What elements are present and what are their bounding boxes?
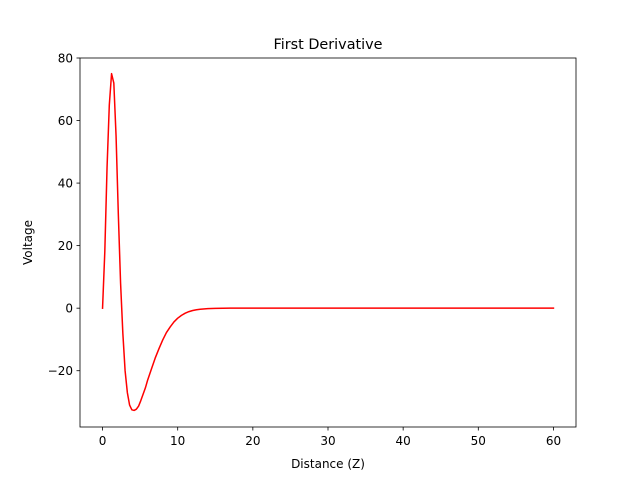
x-tick-label: 20 xyxy=(245,434,260,448)
y-tick-label: 80 xyxy=(58,52,73,66)
x-tick-label: 60 xyxy=(546,434,561,448)
series-layer xyxy=(101,72,555,412)
y-tick-label: −20 xyxy=(48,364,73,378)
x-tick-label: 0 xyxy=(99,434,107,448)
chart-title: First Derivative xyxy=(273,37,382,53)
x-tick-label: 50 xyxy=(471,434,486,448)
y-axis-label: Voltage xyxy=(21,220,35,265)
y-tick-label: 0 xyxy=(65,302,73,316)
plot-area xyxy=(80,58,576,427)
x-axis-label: Distance (Z) xyxy=(291,457,365,471)
y-axis-ticks: −20 0 20 40 60 80 xyxy=(48,52,80,378)
x-tick-label: 40 xyxy=(396,434,411,448)
series-line-0 xyxy=(101,72,555,412)
y-tick-label: 20 xyxy=(58,239,73,253)
x-tick-label: 10 xyxy=(170,434,185,448)
x-axis-ticks: 0 10 20 30 40 50 60 xyxy=(99,427,561,448)
y-tick-label: 40 xyxy=(58,177,73,191)
x-tick-label: 30 xyxy=(320,434,335,448)
y-tick-label: 60 xyxy=(58,114,73,128)
